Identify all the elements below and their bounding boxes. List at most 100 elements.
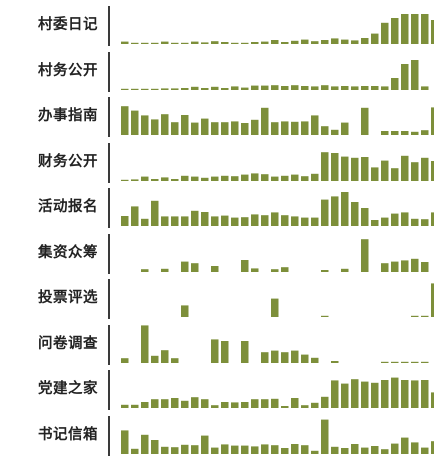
bar	[171, 357, 179, 363]
bar	[121, 357, 129, 363]
bar	[311, 85, 319, 90]
bar	[311, 450, 319, 454]
row-label: 集资众筹	[38, 244, 98, 261]
bar	[391, 361, 399, 363]
bar	[261, 399, 269, 408]
bar	[251, 119, 259, 135]
bar	[151, 355, 159, 363]
bar	[181, 87, 189, 90]
bar	[341, 383, 349, 408]
bar	[311, 173, 319, 181]
bar	[221, 87, 229, 90]
bar	[211, 86, 219, 90]
bar	[301, 217, 309, 226]
bar	[421, 315, 429, 317]
bar	[121, 404, 129, 408]
bar	[231, 445, 239, 454]
bar	[221, 42, 229, 44]
bar	[171, 122, 179, 135]
bar	[201, 42, 209, 44]
bar	[341, 268, 349, 272]
bar	[261, 351, 269, 363]
bar	[381, 380, 389, 408]
bar	[391, 443, 399, 454]
bar	[431, 392, 434, 408]
bar	[271, 212, 279, 226]
bar	[261, 443, 269, 454]
bar	[311, 115, 319, 135]
bar	[301, 354, 309, 363]
bar	[391, 131, 399, 135]
row-axis-line	[108, 97, 110, 137]
bar	[191, 444, 199, 454]
bar	[251, 214, 259, 226]
bar	[131, 178, 139, 181]
bar	[221, 402, 229, 408]
bar	[161, 176, 169, 181]
bar	[321, 315, 329, 317]
bar	[351, 40, 359, 44]
bar	[411, 258, 419, 272]
bar	[131, 448, 139, 454]
bar	[221, 215, 229, 226]
bar	[421, 130, 429, 135]
bar	[271, 298, 279, 317]
row-label: 活动报名	[38, 199, 98, 215]
bar	[331, 446, 339, 454]
bar	[351, 379, 359, 408]
bar	[401, 63, 409, 90]
bar	[211, 176, 219, 181]
row-axis-line	[108, 51, 110, 92]
bar	[271, 268, 279, 272]
bar	[211, 405, 219, 408]
row-label: 村委日记	[38, 17, 98, 33]
row-axis-line	[108, 6, 110, 46]
bar	[331, 196, 339, 226]
bar	[371, 85, 379, 90]
bar	[321, 419, 329, 454]
bar	[291, 121, 299, 135]
bar	[221, 443, 229, 454]
bar	[341, 447, 349, 454]
bar	[341, 85, 349, 90]
bar	[381, 217, 389, 226]
sparkline-row	[121, 106, 434, 135]
bar	[281, 351, 289, 363]
row-label: 办事指南	[38, 108, 98, 124]
bar	[241, 174, 249, 181]
bar	[281, 42, 289, 44]
bar	[141, 402, 149, 408]
bar	[361, 156, 369, 181]
bar	[171, 42, 179, 44]
bar	[421, 219, 429, 226]
bar	[381, 22, 389, 44]
bar	[201, 435, 209, 454]
bar	[151, 119, 159, 135]
bar	[201, 118, 209, 135]
bar	[371, 382, 379, 408]
bar	[251, 399, 259, 408]
bar	[141, 434, 149, 454]
bar	[351, 85, 359, 90]
bar	[121, 179, 129, 181]
bar	[131, 404, 139, 408]
bar	[321, 84, 329, 90]
bar	[251, 42, 259, 44]
bar	[341, 156, 349, 181]
bar	[431, 160, 434, 181]
bar	[351, 202, 359, 226]
bar	[211, 265, 219, 272]
row-label: 问卷调查	[38, 335, 98, 352]
bar	[381, 448, 389, 454]
bar	[351, 443, 359, 454]
bar	[311, 217, 319, 226]
bar	[321, 269, 329, 272]
bar	[211, 122, 219, 135]
bar	[281, 175, 289, 181]
bar	[241, 340, 249, 363]
bar	[281, 266, 289, 272]
bar	[361, 107, 369, 135]
bar	[431, 283, 434, 317]
bar	[401, 437, 409, 454]
bar	[411, 380, 419, 408]
